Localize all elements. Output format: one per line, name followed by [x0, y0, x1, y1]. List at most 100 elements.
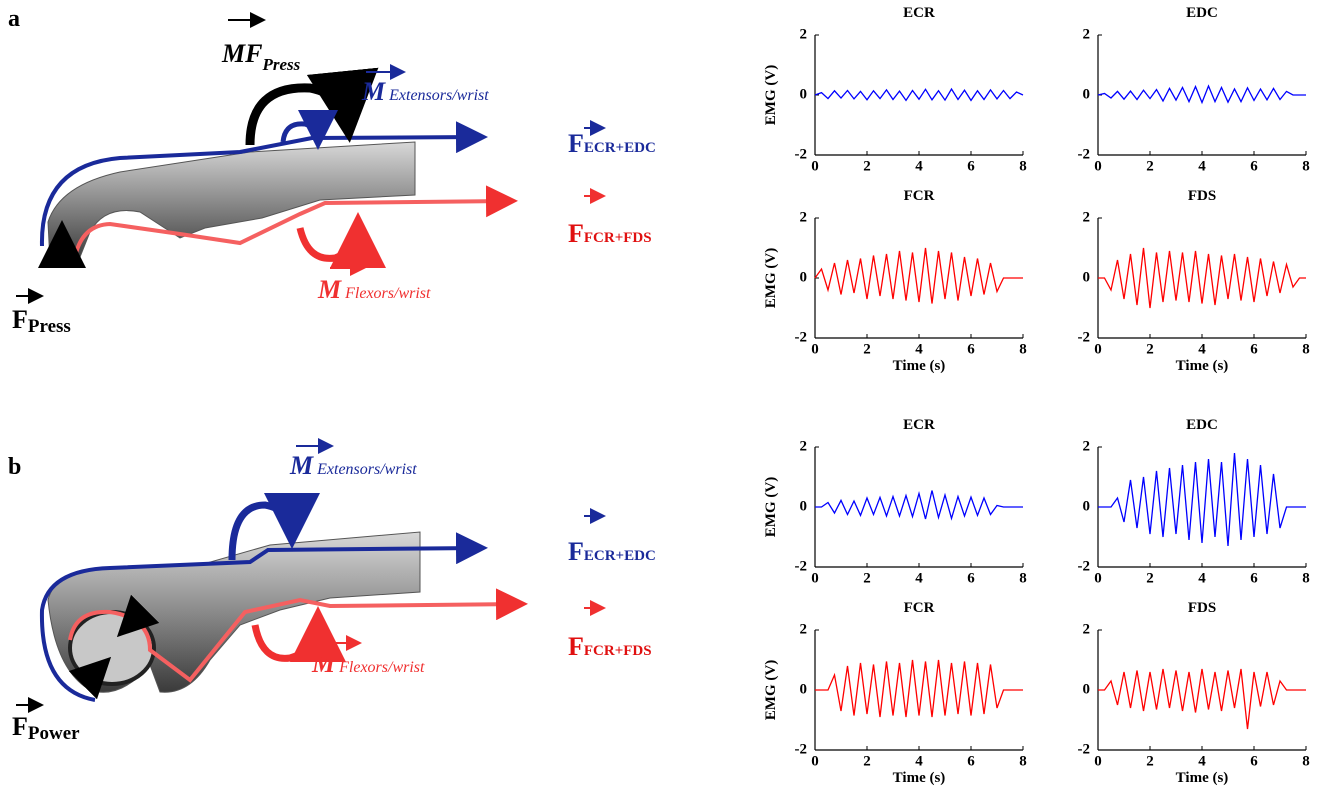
- x-tick-label: 4: [915, 570, 923, 586]
- x-tick-label: 6: [1250, 341, 1258, 357]
- chart-title: EDC: [1186, 5, 1218, 21]
- extensor-line: [39, 532, 488, 702]
- y-axis-label: EMG (V): [763, 248, 779, 308]
- x-tick-label: 6: [1250, 570, 1258, 586]
- x-tick-label: 6: [1250, 158, 1258, 174]
- chart-title: ECR: [903, 417, 935, 433]
- panel-label: a: [8, 6, 20, 32]
- y-axis-label: EMG (V): [763, 477, 779, 537]
- x-tick-label: 4: [1198, 341, 1206, 357]
- y-tick-label: 0: [1083, 681, 1091, 697]
- annotation: M Extensors/wrist: [361, 77, 489, 106]
- x-tick-label: 0: [811, 570, 819, 586]
- x-tick-label: 8: [1019, 158, 1027, 174]
- y-tick-label: 0: [800, 498, 808, 514]
- y-tick-label: 2: [800, 621, 808, 637]
- x-tick-label: 0: [811, 341, 819, 357]
- y-tick-label: 2: [800, 26, 808, 42]
- x-axis-label: Time (s): [893, 770, 946, 786]
- y-tick-label: -2: [795, 558, 808, 574]
- annotation: MFPress: [221, 39, 301, 74]
- x-tick-label: 6: [967, 341, 975, 357]
- diagram-a: a MFPress M Extensors/wrist FECR+EDC FFCR…: [8, 6, 656, 337]
- x-tick-label: 2: [863, 570, 871, 586]
- grip-arrow: [116, 594, 160, 638]
- x-tick-label: 8: [1302, 753, 1310, 769]
- y-tick-label: 0: [1083, 86, 1091, 102]
- x-tick-label: 8: [1302, 570, 1310, 586]
- chart-title: ECR: [903, 5, 935, 21]
- grip-object: [68, 610, 156, 686]
- annotation: M Flexors/wrist: [311, 649, 425, 678]
- annotation: FECR+EDC: [568, 129, 656, 158]
- x-tick-label: 2: [1146, 753, 1154, 769]
- annotation: FPower: [12, 712, 80, 744]
- x-tick-label: 2: [863, 753, 871, 769]
- x-tick-label: 8: [1019, 570, 1027, 586]
- moment-arrow: [228, 492, 320, 561]
- y-tick-label: 0: [1083, 269, 1091, 285]
- diagram-b: b M Extensors/wrist FECR+EDC FFCR+FDS M Fl…: [8, 438, 656, 744]
- y-tick-label: -2: [1078, 146, 1091, 162]
- chart-title: FCR: [904, 188, 935, 204]
- y-tick-label: 2: [1083, 26, 1091, 42]
- x-tick-label: 0: [1094, 753, 1102, 769]
- grip-arrow: [68, 656, 112, 700]
- y-tick-label: 2: [800, 209, 808, 225]
- moment-arrow: [251, 606, 346, 663]
- y-tick-label: 2: [1083, 438, 1091, 454]
- hand: [47, 141, 416, 263]
- annotation: M Flexors/wrist: [317, 275, 431, 304]
- x-tick-label: 4: [915, 158, 923, 174]
- panel-label: b: [8, 454, 21, 480]
- x-tick-label: 4: [1198, 158, 1206, 174]
- annotation: FPress: [12, 305, 71, 337]
- moment-arrow: [245, 67, 379, 146]
- x-tick-label: 2: [863, 158, 871, 174]
- x-tick-label: 8: [1019, 341, 1027, 357]
- x-tick-label: 8: [1019, 753, 1027, 769]
- chart-title: FCR: [904, 600, 935, 616]
- x-axis-label: Time (s): [1176, 770, 1229, 786]
- x-tick-label: 6: [967, 570, 975, 586]
- annotation: FFCR+FDS: [568, 219, 652, 248]
- x-tick-label: 2: [1146, 158, 1154, 174]
- x-tick-label: 4: [1198, 753, 1206, 769]
- y-tick-label: -2: [1078, 558, 1091, 574]
- x-tick-label: 0: [1094, 341, 1102, 357]
- x-tick-label: 2: [863, 341, 871, 357]
- y-tick-label: 0: [800, 86, 808, 102]
- y-tick-label: -2: [1078, 329, 1091, 345]
- y-tick-label: 0: [1083, 498, 1091, 514]
- x-tick-label: 4: [915, 341, 923, 357]
- emg-signal: [1098, 668, 1306, 730]
- y-axis-label: EMG (V): [763, 660, 779, 720]
- annotation: FECR+EDC: [568, 537, 656, 566]
- x-tick-label: 8: [1302, 341, 1310, 357]
- x-axis-label: Time (s): [893, 358, 946, 374]
- emg-signal: [814, 87, 1024, 102]
- x-tick-label: 8: [1302, 158, 1310, 174]
- x-axis-label: Time (s): [1176, 358, 1229, 374]
- emg-signal: [815, 659, 1023, 718]
- y-tick-label: 2: [1083, 621, 1091, 637]
- x-tick-label: 0: [1094, 570, 1102, 586]
- chart-title: EDC: [1186, 417, 1218, 433]
- emg-signal: [814, 247, 1023, 304]
- y-tick-label: -2: [795, 146, 808, 162]
- x-tick-label: 2: [1146, 570, 1154, 586]
- emg-signal: [815, 490, 1023, 521]
- x-tick-label: 0: [811, 753, 819, 769]
- y-axis-label: EMG (V): [763, 65, 779, 125]
- y-tick-label: 2: [1083, 209, 1091, 225]
- x-tick-label: 0: [811, 158, 819, 174]
- y-tick-label: 0: [800, 681, 808, 697]
- annotation: FFCR+FDS: [568, 632, 652, 661]
- emg-signal: [1098, 247, 1306, 309]
- chart-title: FDS: [1188, 188, 1216, 204]
